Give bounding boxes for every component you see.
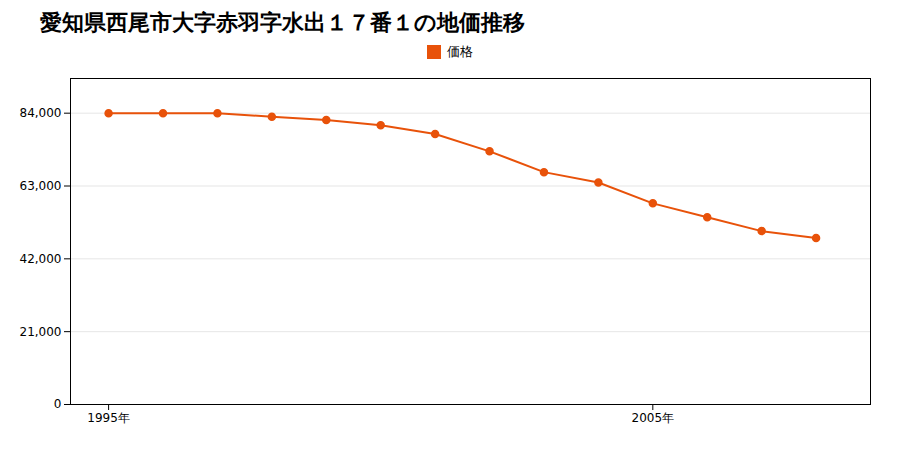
svg-text:0: 0 — [54, 397, 62, 411]
svg-text:63,000: 63,000 — [20, 179, 62, 193]
svg-text:21,000: 21,000 — [20, 325, 62, 339]
svg-text:1995年: 1995年 — [87, 411, 130, 425]
svg-text:84,000: 84,000 — [20, 106, 62, 120]
svg-text:2005年: 2005年 — [632, 411, 675, 425]
html-text:愛知県西尾市大字赤羽字水出１７番１の地価推移: 愛知県西尾市大字赤羽字水出１７番１の地価推移 — [40, 10, 525, 35]
svg-text:42,000: 42,000 — [20, 252, 62, 266]
html-text:価格: 価格 — [447, 44, 473, 59]
